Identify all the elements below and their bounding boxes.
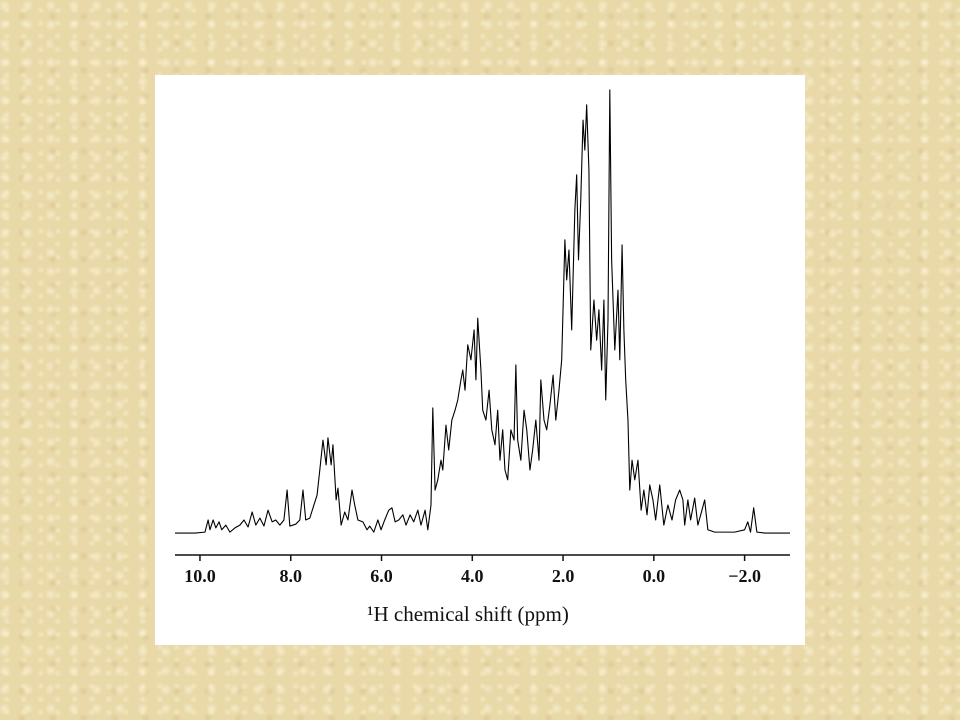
spectrum-line — [175, 89, 790, 534]
x-tick-label: 4.0 — [461, 566, 484, 586]
x-tick-label: 10.0 — [184, 566, 216, 586]
x-axis-title: ¹H chemical shift (ppm) — [367, 602, 569, 626]
x-tick-label: 6.0 — [370, 566, 393, 586]
x-tick-label: 0.0 — [643, 566, 666, 586]
x-tick-label: 2.0 — [552, 566, 575, 586]
x-tick-label: 8.0 — [279, 566, 302, 586]
x-tick-label: −2.0 — [728, 566, 761, 586]
